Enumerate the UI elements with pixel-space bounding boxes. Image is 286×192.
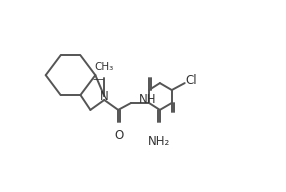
Text: NH: NH <box>139 94 156 107</box>
Text: NH₂: NH₂ <box>148 135 170 148</box>
Text: O: O <box>115 129 124 142</box>
Text: CH₃: CH₃ <box>95 62 114 72</box>
Text: N: N <box>100 89 109 103</box>
Text: —: — <box>93 74 104 84</box>
Text: Cl: Cl <box>186 74 197 87</box>
